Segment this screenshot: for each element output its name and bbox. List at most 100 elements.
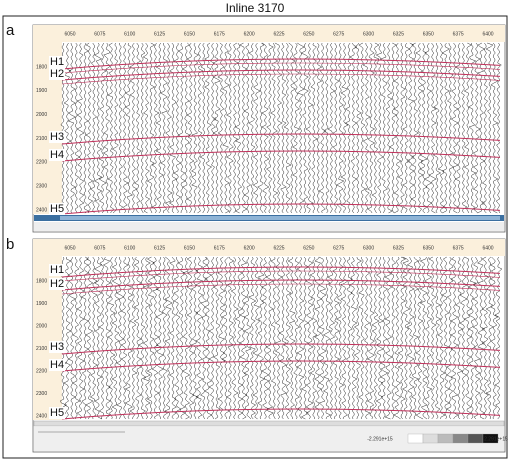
trace-tick-label: 6100: [124, 245, 135, 251]
trace: [67, 42, 76, 214]
trace-tick-label: 6350: [423, 31, 434, 37]
trace-tick-label: 6250: [303, 245, 314, 251]
time-tick-label: 2000: [36, 323, 47, 329]
trace-tick-label: 6375: [453, 31, 464, 37]
trace: [274, 42, 283, 214]
trace: [230, 256, 239, 420]
time-tick-label: 2300: [36, 183, 47, 189]
colorbar-max: 2.291e+15: [484, 436, 508, 442]
trace: [252, 42, 261, 214]
trace: [107, 256, 116, 420]
horizon-line: [61, 270, 501, 282]
header-strip: [33, 25, 505, 42]
trace: [485, 42, 494, 214]
time-tick-label: 2200: [36, 368, 47, 374]
time-tick-label: 1900: [36, 301, 47, 307]
trace: [485, 256, 494, 420]
trace: [190, 256, 199, 420]
trace: [454, 42, 461, 214]
trace: [472, 42, 481, 214]
trace: [232, 42, 239, 214]
trace: [102, 256, 112, 420]
trace: [186, 42, 195, 214]
trace: [63, 42, 72, 214]
horizon-label: H2: [50, 278, 64, 290]
trace: [208, 256, 215, 420]
trace-tick-label: 6125: [154, 245, 165, 251]
trace: [423, 42, 433, 214]
trace: [124, 256, 134, 420]
trace: [310, 42, 318, 214]
trace: [428, 256, 437, 420]
colorbar-swatch: [452, 433, 469, 444]
trace: [195, 256, 204, 420]
trace: [74, 42, 81, 214]
horizon-line: [61, 279, 501, 291]
trace: [477, 256, 486, 420]
horizon-line: [61, 58, 501, 70]
horizon-label: H4: [50, 149, 64, 161]
trace: [292, 42, 301, 214]
horizon-label: H4: [50, 359, 64, 371]
horizon-line: [61, 203, 501, 215]
trace-tick-label: 6375: [453, 245, 464, 251]
trace: [433, 256, 442, 420]
horizon-label: H5: [50, 407, 64, 419]
trace: [316, 42, 323, 214]
trace: [111, 42, 119, 214]
trace: [468, 256, 477, 420]
trace: [221, 256, 230, 420]
trace: [94, 256, 103, 420]
trace: [182, 256, 191, 420]
trace: [122, 42, 129, 214]
trace-tick-label: 6225: [273, 245, 284, 251]
trace: [173, 43, 182, 214]
horizon-label: H3: [50, 131, 64, 143]
trace: [349, 256, 358, 420]
time-tick-label: 2100: [36, 136, 47, 142]
trace: [481, 42, 488, 214]
trace: [477, 42, 486, 214]
trace: [98, 42, 107, 214]
trace: [490, 256, 499, 420]
trace: [217, 256, 226, 420]
trace: [151, 42, 160, 214]
trace: [76, 256, 85, 420]
trace: [283, 42, 292, 214]
trace: [463, 256, 472, 420]
trace-tick-label: 6250: [303, 31, 314, 37]
colorbar-swatch: [422, 433, 439, 444]
trace: [186, 256, 195, 420]
trace: [318, 42, 327, 214]
trace: [239, 42, 248, 214]
trace-tick-label: 6300: [363, 245, 374, 251]
trace: [447, 42, 455, 214]
trace: [353, 256, 362, 420]
trace-tick-label: 6225: [273, 31, 284, 37]
trace: [72, 256, 81, 420]
trace-tick-label: 6275: [333, 31, 344, 37]
trace: [481, 256, 490, 420]
horizon-line: [61, 150, 501, 162]
trace: [168, 42, 178, 214]
horizon-label-bg: [49, 56, 65, 68]
figure-title: Inline 3170: [226, 1, 285, 15]
trace: [490, 42, 499, 214]
trace: [375, 256, 385, 420]
trace: [406, 256, 415, 420]
trace: [212, 256, 221, 420]
horizon-line: [61, 62, 501, 74]
horizon-label-bg: [49, 203, 65, 215]
trace-tick-label: 6175: [214, 31, 225, 37]
trace: [441, 42, 450, 214]
trace: [300, 42, 309, 214]
trace: [364, 256, 371, 420]
trace: [327, 42, 336, 214]
trace: [424, 256, 433, 420]
panel-label: b: [6, 236, 14, 253]
panel-label: a: [6, 22, 15, 39]
horizon-line: [61, 73, 501, 85]
trace: [234, 42, 243, 214]
trace-tick-label: 6275: [333, 245, 344, 251]
